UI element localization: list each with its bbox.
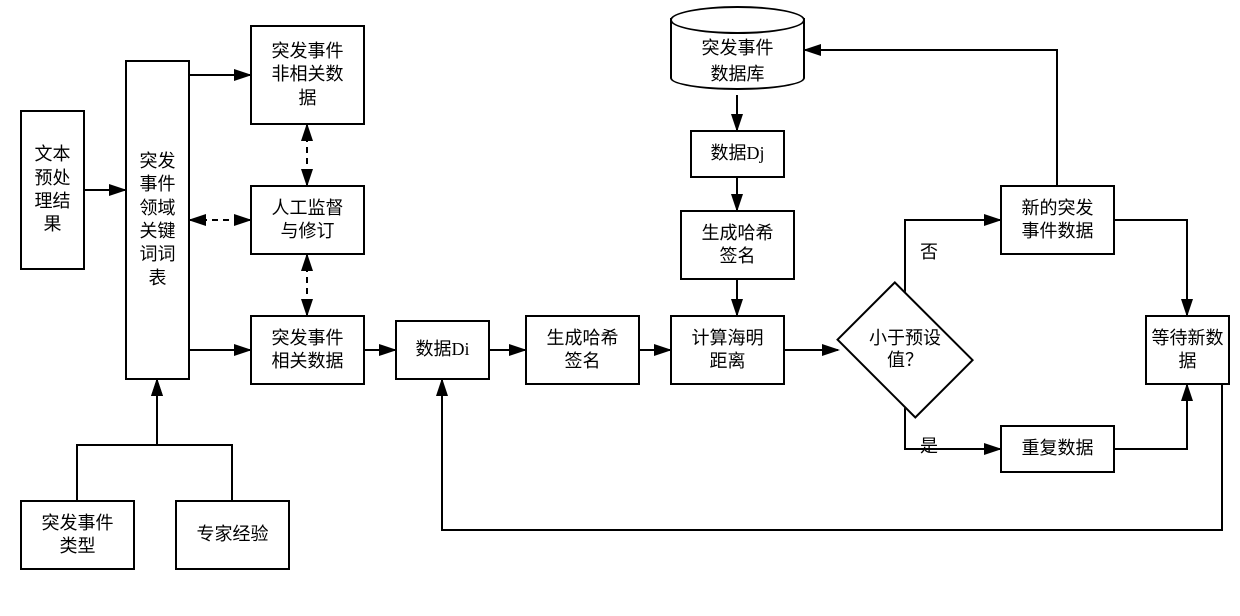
edge-e19: [1115, 220, 1187, 315]
node-generate-hash-di: 生成哈希 签名: [525, 315, 640, 385]
label-no: 否: [920, 238, 938, 264]
node-label: 专家经验: [197, 523, 269, 546]
node-expert-experience: 专家经验: [175, 500, 290, 570]
node-label: 突发 事件 领域 关键 词词 表: [140, 150, 176, 290]
node-label: 新的突发 事件数据: [1022, 197, 1094, 244]
node-repeat-data: 重复数据: [1000, 425, 1115, 473]
node-data-dj: 数据Dj: [690, 130, 785, 178]
node-text-preprocess: 文本 预处 理结 果: [20, 110, 85, 270]
node-relevant-data: 突发事件 相关数据: [250, 315, 365, 385]
node-label: 等待新数 据: [1152, 327, 1224, 374]
node-generate-hash-dj: 生成哈希 签名: [680, 210, 795, 280]
node-decision-diamond: 小于预设 值？: [830, 295, 980, 405]
node-label: 突发事件 数据库: [702, 34, 774, 86]
node-label: 突发事件 相关数据: [272, 327, 344, 374]
node-keyword-table: 突发 事件 领域 关键 词词 表: [125, 60, 190, 380]
node-manual-review: 人工监督 与修订: [250, 185, 365, 255]
node-label: 生成哈希 签名: [547, 327, 619, 374]
flowchart-diagram: 文本 预处 理结 果 突发 事件 领域 关键 词词 表 突发事件 非相关数 据 …: [0, 0, 1240, 616]
node-label: 人工监督 与修订: [272, 197, 344, 244]
edge-e18: [805, 50, 1057, 185]
node-data-di: 数据Di: [395, 320, 490, 380]
node-label: 文本 预处 理结 果: [35, 143, 71, 237]
node-label: 计算海明 距离: [692, 327, 764, 374]
node-label: 生成哈希 签名: [702, 222, 774, 269]
node-event-type: 突发事件 类型: [20, 500, 135, 570]
edge-e20: [1115, 385, 1187, 449]
node-irrelevant-data: 突发事件 非相关数 据: [250, 25, 365, 125]
edge-e7: [77, 380, 157, 500]
node-label: 小于预设 值？: [869, 328, 941, 371]
node-label: 数据Di: [416, 338, 470, 361]
node-label: 突发事件 非相关数 据: [272, 40, 344, 110]
edge-e8: [157, 380, 232, 500]
node-database-cylinder: 突发事件 数据库: [670, 18, 805, 90]
node-label: 突发事件 类型: [42, 512, 114, 559]
node-label: 重复数据: [1022, 437, 1094, 460]
node-label: 数据Dj: [711, 142, 765, 165]
node-new-event-data: 新的突发 事件数据: [1000, 185, 1115, 255]
node-calc-hamming: 计算海明 距离: [670, 315, 785, 385]
node-wait-new-data: 等待新数 据: [1145, 315, 1230, 385]
label-yes: 是: [920, 432, 938, 458]
